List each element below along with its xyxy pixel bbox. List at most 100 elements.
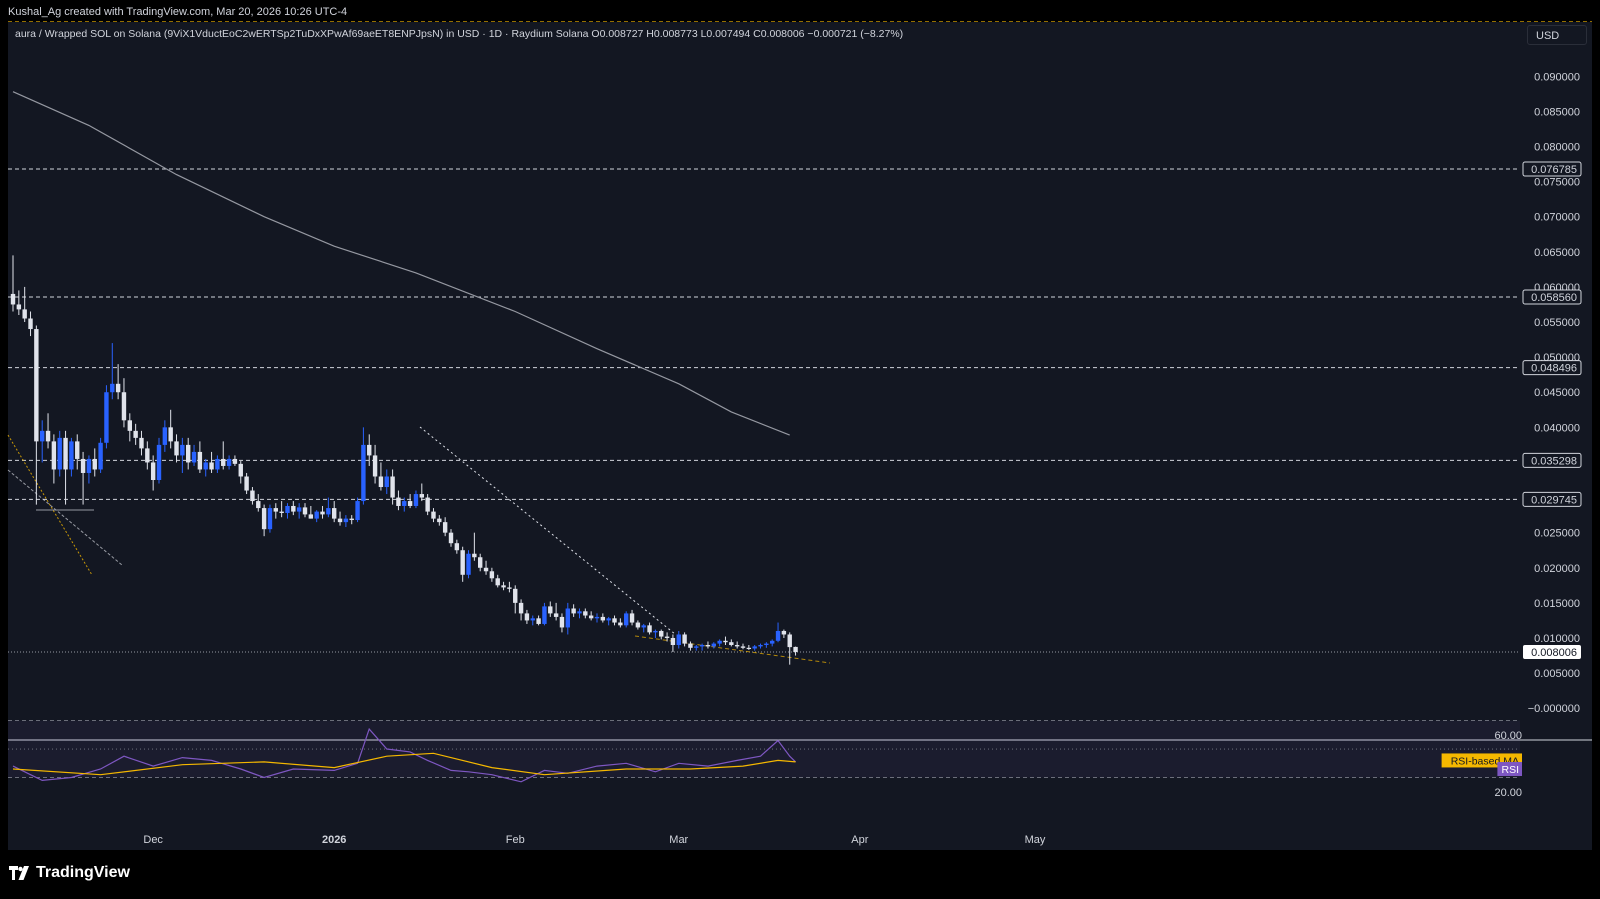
candle-body xyxy=(466,553,471,575)
candle xyxy=(670,634,676,653)
candle xyxy=(69,437,74,477)
candle-body xyxy=(483,567,489,572)
candle-body xyxy=(372,455,378,477)
candle-body xyxy=(425,497,430,512)
candle-body xyxy=(717,640,722,644)
candle-body xyxy=(308,514,314,519)
candle xyxy=(641,623,646,633)
candle-body xyxy=(45,430,51,442)
candle-body xyxy=(75,441,80,459)
candle xyxy=(664,632,670,642)
candle xyxy=(442,517,448,537)
candle-body xyxy=(104,392,109,443)
candle xyxy=(384,469,389,495)
candle-body xyxy=(507,587,512,589)
candle-body xyxy=(367,444,372,456)
candle-body xyxy=(478,557,483,568)
trendline-shallow xyxy=(7,469,123,566)
candle xyxy=(209,451,214,473)
price-tick-label: −0.000000 xyxy=(1528,703,1580,715)
candle-body xyxy=(407,501,413,506)
candle-body xyxy=(472,553,477,558)
rsi-pane xyxy=(8,720,1520,783)
candle xyxy=(513,585,518,614)
candle xyxy=(717,639,722,647)
rsi-legend-label: RSI xyxy=(1501,764,1519,776)
candle xyxy=(256,494,261,512)
candle-body xyxy=(221,458,226,466)
candle-body xyxy=(688,643,693,648)
candle-body xyxy=(168,427,173,442)
candle xyxy=(174,434,179,463)
candle xyxy=(244,472,249,495)
candle xyxy=(156,437,162,484)
candle xyxy=(740,643,746,650)
candle xyxy=(40,420,45,463)
candle-body xyxy=(565,608,570,628)
candle-body xyxy=(69,441,74,470)
candle xyxy=(437,515,442,526)
support-trendline xyxy=(634,635,831,664)
candle-body xyxy=(442,522,448,533)
time-tick-label: Apr xyxy=(851,834,868,846)
candle xyxy=(367,434,372,466)
candle-body xyxy=(694,646,699,648)
candle-body xyxy=(647,625,652,633)
candle xyxy=(618,618,623,628)
candle xyxy=(659,629,664,640)
candle-body xyxy=(431,511,436,519)
candle xyxy=(396,490,401,511)
candle xyxy=(501,581,506,591)
candle xyxy=(203,458,208,477)
candle xyxy=(559,613,565,633)
candle xyxy=(565,602,570,635)
candle xyxy=(723,636,728,646)
candle-body xyxy=(746,647,752,650)
candle xyxy=(16,290,22,315)
candle-body xyxy=(267,508,273,530)
candle xyxy=(635,620,641,630)
level-price-badge: 0.035298 xyxy=(1522,452,1582,468)
candle xyxy=(279,501,284,518)
symbol-legend[interactable]: aura / Wrapped SOL on Solana (9ViX1Vduct… xyxy=(15,28,904,40)
candle xyxy=(746,645,752,650)
candle xyxy=(92,448,97,477)
candle xyxy=(483,560,489,575)
candle xyxy=(150,455,156,491)
candle-body xyxy=(664,636,670,638)
candle-body xyxy=(542,606,547,624)
currency-button[interactable]: USD xyxy=(1527,25,1587,45)
candle xyxy=(542,602,547,626)
candle xyxy=(302,503,308,518)
candle-body xyxy=(162,427,168,445)
candle-body xyxy=(588,615,594,619)
price-badge-label: 0.035298 xyxy=(1531,455,1577,467)
candle-body xyxy=(501,585,506,588)
candle xyxy=(238,461,243,484)
candle-body xyxy=(734,645,740,647)
descending-trendline xyxy=(419,426,676,635)
candle xyxy=(162,420,168,452)
candle xyxy=(110,343,115,400)
candle xyxy=(267,504,273,533)
candle-body xyxy=(758,645,763,647)
candle xyxy=(705,641,711,649)
candle xyxy=(507,581,512,593)
candle-body xyxy=(121,392,127,421)
candles-layer xyxy=(10,255,798,665)
candle xyxy=(454,539,460,554)
candle xyxy=(75,434,80,470)
candle-body xyxy=(729,642,734,646)
candle-body xyxy=(215,458,220,470)
candle-body xyxy=(793,646,798,652)
candle-body xyxy=(256,501,261,509)
candle-body xyxy=(343,518,349,523)
candle-body xyxy=(618,622,623,626)
candle-body xyxy=(337,518,343,523)
candle xyxy=(355,497,360,523)
candle xyxy=(10,255,16,312)
candle xyxy=(139,430,144,456)
candle-body xyxy=(92,458,97,470)
candle-body xyxy=(203,462,208,470)
